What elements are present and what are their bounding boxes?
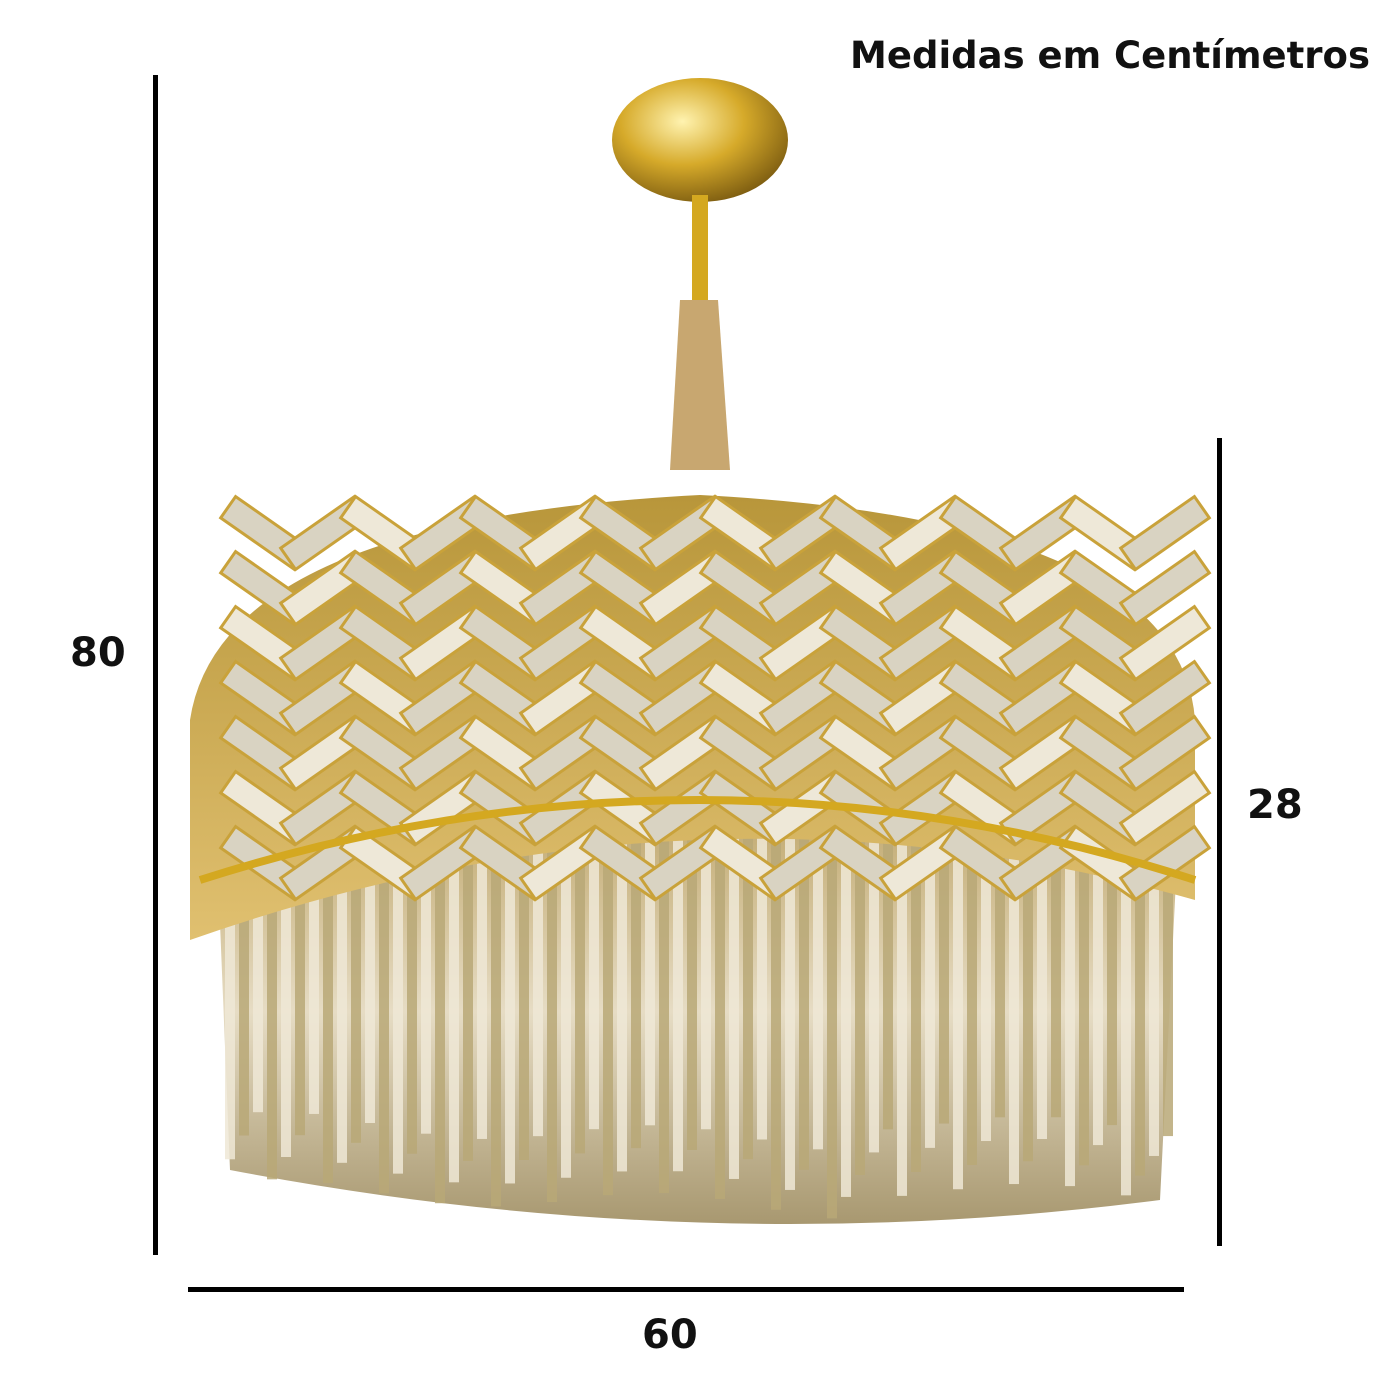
crystal-prism [1093,814,1103,1146]
crystal-prism [1135,820,1145,1176]
crystal-prism [841,829,851,1197]
crystal-prism [225,814,235,1160]
crystal-prism [953,818,963,1190]
crystal-prism [533,825,543,1137]
crystal-plate [1118,549,1212,627]
crystal-prism [925,822,935,1148]
crystal-prism [981,814,991,1142]
crystal-prism [477,829,487,1139]
canopy [612,78,788,470]
crystal-prism [435,828,445,1204]
crystal-prism [883,828,893,1130]
crystal-prism [1023,810,1033,1162]
crystal-plate [1118,714,1212,792]
crystal-prism [645,810,655,1126]
crystal-prism [561,820,571,1178]
crystal-prism [1037,810,1047,1140]
crystal-prism [827,829,837,1219]
crystal-plate [1118,604,1212,682]
crystal-prism [603,814,613,1196]
crystal-prism [1065,811,1075,1187]
crystal-prism [967,816,977,1166]
crystal-prism [617,812,627,1172]
crystal-prism [393,822,403,1174]
crystal-prism [1163,825,1173,1137]
crystal-prism [449,829,459,1183]
crystal-prism [337,813,347,1163]
crystal-plate [1118,659,1212,737]
crystal-prism [547,823,557,1203]
crystal-prism [995,812,1005,1118]
crystal-prism [799,826,809,1170]
crystal-prism [295,810,305,1136]
crystal-prism [687,811,697,1151]
crystal-prism [239,812,249,1136]
crystal-prism [911,825,921,1173]
crystal-prism [407,824,417,1154]
crystal-prism [519,826,529,1160]
crystal-prism [715,813,725,1199]
crystal-prism [505,828,515,1184]
crystal-prism [1121,818,1131,1196]
crystal-prism [267,810,277,1180]
crystal-prism [589,816,599,1130]
crystal-prism [1107,816,1117,1126]
crystal-prism [1149,822,1159,1156]
crystal-prism [1051,810,1061,1118]
body-height-dimension-line [1217,438,1222,1246]
crystal-prism [1009,811,1019,1185]
diameter-label: 60 [642,1312,698,1358]
height-dimension-line [153,75,158,1255]
crystal-prism [491,829,501,1207]
crystal-prism [813,828,823,1150]
crystal-prism [323,812,333,1184]
crystal-plate [1118,769,1212,847]
crystal-prism [757,820,767,1140]
crystal-prism [771,822,781,1210]
crystal-plate [1118,494,1212,572]
crystal-prism [673,810,683,1172]
crystal-prism [379,820,389,1194]
crystal-prism [701,812,711,1130]
diameter-dimension-line [188,1287,1184,1292]
crystal-prism [421,826,431,1134]
crystal-prism [463,829,473,1161]
crystal-top-band [190,494,1212,940]
crystal-prism [855,829,865,1175]
crystal-prism [897,826,907,1196]
crystal-fringe [215,800,1180,1224]
crystal-prism [309,810,319,1114]
crystal-prism [939,820,949,1124]
crystal-prism [743,818,753,1160]
crystal-prism [1079,812,1089,1166]
crystal-prism [365,818,375,1124]
crystal-prism [253,811,263,1113]
crystal-prism [631,811,641,1149]
crystal-prism [785,824,795,1190]
crystal-prism [351,815,361,1143]
body-height-label: 28 [1247,782,1303,828]
height-label: 80 [70,630,126,676]
crystal-prism [659,810,669,1194]
crystal-prism [281,810,291,1158]
crystal-prism [869,829,879,1153]
crystal-prism [575,818,585,1154]
units-title: Medidas em Centímetros [850,34,1370,77]
crystal-prism [729,815,739,1179]
